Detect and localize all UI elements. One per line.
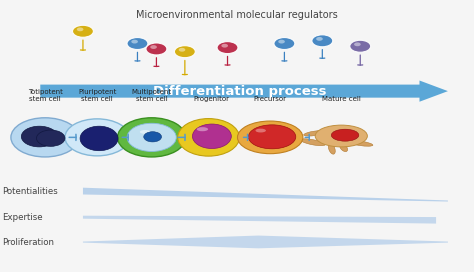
Circle shape bbox=[274, 38, 295, 50]
Text: Multipotent
stem cell: Multipotent stem cell bbox=[132, 89, 172, 102]
Circle shape bbox=[354, 42, 361, 46]
Ellipse shape bbox=[192, 124, 231, 149]
Circle shape bbox=[146, 43, 167, 55]
Circle shape bbox=[150, 45, 157, 49]
Ellipse shape bbox=[248, 125, 296, 149]
Polygon shape bbox=[83, 216, 436, 224]
Circle shape bbox=[144, 132, 162, 142]
Circle shape bbox=[312, 35, 333, 47]
Ellipse shape bbox=[340, 144, 347, 152]
Ellipse shape bbox=[83, 129, 95, 134]
Ellipse shape bbox=[197, 127, 208, 131]
Ellipse shape bbox=[30, 128, 43, 133]
Ellipse shape bbox=[178, 119, 239, 156]
Text: Expertise: Expertise bbox=[2, 213, 43, 222]
Text: Progenitor: Progenitor bbox=[193, 96, 229, 102]
Circle shape bbox=[179, 48, 185, 52]
Text: Proliferation: Proliferation bbox=[2, 237, 55, 247]
Text: Mature cell: Mature cell bbox=[322, 96, 361, 102]
Ellipse shape bbox=[347, 140, 373, 146]
Circle shape bbox=[131, 40, 138, 44]
Ellipse shape bbox=[80, 126, 118, 151]
Text: Differentiation process: Differentiation process bbox=[153, 85, 326, 98]
Polygon shape bbox=[83, 236, 448, 248]
Circle shape bbox=[278, 40, 285, 44]
Circle shape bbox=[11, 118, 79, 157]
Circle shape bbox=[221, 44, 228, 48]
Circle shape bbox=[36, 130, 65, 146]
Circle shape bbox=[350, 40, 371, 52]
Circle shape bbox=[73, 25, 93, 37]
Circle shape bbox=[118, 118, 186, 157]
Text: Pluripotent
stem cell: Pluripotent stem cell bbox=[78, 89, 116, 102]
Ellipse shape bbox=[331, 129, 359, 141]
Circle shape bbox=[77, 27, 83, 31]
Ellipse shape bbox=[301, 139, 325, 146]
Ellipse shape bbox=[255, 129, 266, 132]
Polygon shape bbox=[40, 81, 448, 102]
Circle shape bbox=[217, 42, 238, 54]
Circle shape bbox=[316, 37, 323, 41]
Circle shape bbox=[127, 123, 176, 152]
Circle shape bbox=[127, 38, 148, 50]
Circle shape bbox=[21, 126, 57, 147]
Circle shape bbox=[65, 119, 129, 156]
Ellipse shape bbox=[328, 143, 335, 154]
Ellipse shape bbox=[140, 130, 150, 134]
Circle shape bbox=[174, 46, 195, 58]
Polygon shape bbox=[83, 188, 448, 202]
Ellipse shape bbox=[304, 131, 327, 136]
Ellipse shape bbox=[237, 121, 303, 154]
Text: Totipotent
stem cell: Totipotent stem cell bbox=[27, 89, 63, 102]
Text: Precursor: Precursor bbox=[254, 96, 287, 102]
Text: Microenvironmental molecular regulators: Microenvironmental molecular regulators bbox=[136, 10, 338, 20]
Ellipse shape bbox=[315, 125, 367, 147]
Text: Potentialities: Potentialities bbox=[2, 187, 58, 196]
